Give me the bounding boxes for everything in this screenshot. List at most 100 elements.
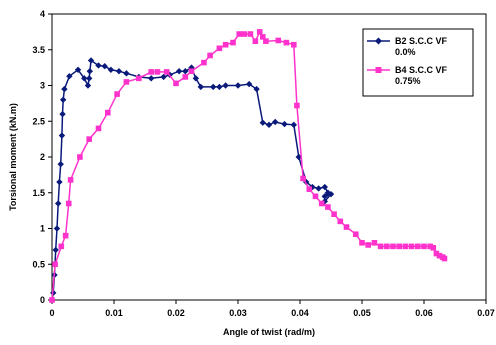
data-point xyxy=(353,231,359,238)
data-point xyxy=(192,75,200,82)
y-tick-label: 3 xyxy=(40,81,45,91)
data-point xyxy=(408,243,415,250)
data-point xyxy=(123,70,130,77)
data-point xyxy=(77,154,83,160)
data-point xyxy=(216,83,223,91)
data-point xyxy=(365,242,371,248)
data-point xyxy=(207,52,213,59)
data-point xyxy=(66,73,73,80)
data-point xyxy=(53,225,61,232)
data-point xyxy=(263,38,269,44)
data-point xyxy=(259,119,266,126)
data-point xyxy=(115,68,123,75)
data-point xyxy=(275,37,282,44)
data-point xyxy=(154,69,161,75)
series-layer xyxy=(48,29,448,304)
data-point xyxy=(359,240,365,246)
data-point xyxy=(216,45,223,52)
legend-square-icon xyxy=(375,67,382,73)
axis-ticks: 0 0.01 0.02 0.03 0.04 0.05 0.06 0.07 0 0.5 1 1.5 2 2.… xyxy=(32,9,494,318)
legend-diamond-icon xyxy=(375,37,382,45)
data-point xyxy=(343,224,350,230)
data-point xyxy=(290,121,297,129)
data-point xyxy=(321,183,328,191)
legend-entry-b2: B2 S.C.C VF 0.0% xyxy=(367,36,448,57)
data-point xyxy=(52,246,59,254)
data-point xyxy=(234,82,242,89)
data-point xyxy=(265,121,273,129)
data-point xyxy=(377,243,384,250)
y-tick-label: 2 xyxy=(40,152,45,162)
data-point xyxy=(245,80,253,88)
data-point xyxy=(107,66,115,73)
data-point xyxy=(188,68,195,74)
data-point xyxy=(315,185,322,192)
legend: B2 S.C.C VF 0.0% B4 S.C.C VF 0.75% xyxy=(362,28,474,97)
data-point xyxy=(260,34,266,40)
data-point xyxy=(86,68,94,75)
data-point xyxy=(337,218,344,225)
data-point xyxy=(312,193,319,200)
y-tick-label: 1.5 xyxy=(32,188,45,198)
data-point xyxy=(291,41,297,48)
data-point xyxy=(222,41,229,48)
data-point xyxy=(210,83,217,91)
legend-box xyxy=(362,28,474,97)
data-point xyxy=(421,243,427,250)
data-point xyxy=(74,66,82,73)
data-point xyxy=(327,190,335,198)
data-point xyxy=(160,73,167,81)
data-point xyxy=(163,69,170,75)
data-point xyxy=(306,186,313,192)
data-point xyxy=(252,38,259,44)
data-point xyxy=(197,83,204,91)
data-point xyxy=(87,57,95,64)
data-point xyxy=(253,85,260,93)
data-point xyxy=(433,250,440,257)
y-tick-label: 0.5 xyxy=(32,259,45,269)
data-point xyxy=(175,68,183,75)
data-point xyxy=(281,120,288,128)
legend-label-b2-line1: B2 S.C.C VF xyxy=(395,36,448,46)
data-point xyxy=(321,193,328,200)
data-point xyxy=(61,85,68,93)
data-point xyxy=(300,175,306,182)
x-tick-label: 0.05 xyxy=(353,308,371,318)
data-point xyxy=(49,297,55,303)
x-tick-label: 0 xyxy=(49,308,54,318)
data-point xyxy=(230,39,236,46)
data-point xyxy=(56,178,63,186)
data-point xyxy=(256,29,263,35)
data-point xyxy=(182,74,189,80)
data-point xyxy=(57,160,64,168)
x-tick-label: 0.06 xyxy=(415,308,433,318)
data-point xyxy=(294,102,300,109)
data-point xyxy=(247,31,254,37)
data-point xyxy=(58,132,66,139)
data-point xyxy=(58,243,65,250)
legend-label-b4-line2: 0.75% xyxy=(395,76,421,86)
data-point xyxy=(95,62,102,69)
legend-label-b4-line1: B4 S.C.C VF xyxy=(395,65,448,75)
x-tick-label: 0.03 xyxy=(229,308,247,318)
data-point xyxy=(396,243,402,250)
data-point xyxy=(390,243,396,250)
x-axis-title: Angle of twist (rad/m) xyxy=(223,327,315,337)
data-point xyxy=(222,82,229,89)
y-tick-label: 2.5 xyxy=(32,116,45,126)
data-point xyxy=(81,75,88,82)
data-point xyxy=(283,39,290,46)
x-tick-label: 0.02 xyxy=(167,308,185,318)
data-point xyxy=(384,243,390,250)
data-point xyxy=(52,261,58,268)
x-tick-label: 0.01 xyxy=(105,308,123,318)
data-point xyxy=(59,96,67,103)
data-point xyxy=(182,68,189,75)
series-0 xyxy=(48,57,335,304)
data-point xyxy=(402,243,409,250)
data-point xyxy=(188,64,195,71)
data-point xyxy=(123,79,130,85)
y-tick-label: 3.5 xyxy=(32,45,45,55)
data-point xyxy=(272,118,279,126)
